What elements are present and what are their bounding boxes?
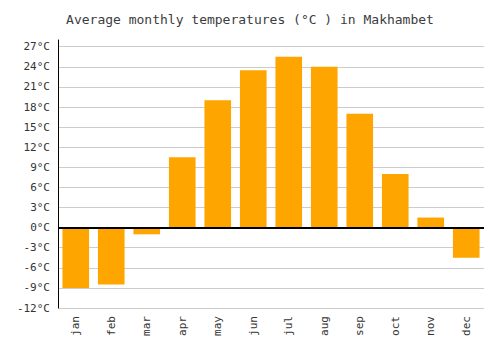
- svg-text:feb: feb: [105, 316, 118, 336]
- svg-text:0°C: 0°C: [30, 221, 50, 234]
- svg-text:dec: dec: [460, 316, 473, 336]
- svg-text:6°C: 6°C: [30, 181, 50, 194]
- svg-text:9°C: 9°C: [30, 161, 50, 174]
- svg-text:jun: jun: [247, 316, 260, 336]
- svg-text:15°C: 15°C: [24, 121, 51, 134]
- svg-text:-3°C: -3°C: [24, 241, 51, 254]
- svg-text:aug: aug: [318, 316, 331, 336]
- svg-text:may: may: [211, 316, 224, 336]
- svg-text:-9°C: -9°C: [24, 281, 51, 294]
- svg-text:oct: oct: [389, 316, 402, 336]
- svg-text:apr: apr: [176, 316, 189, 336]
- svg-text:3°C: 3°C: [30, 201, 50, 214]
- svg-text:21°C: 21°C: [24, 80, 51, 93]
- svg-text:jul: jul: [282, 316, 295, 336]
- svg-text:Average monthly temperatures (: Average monthly temperatures (°C ) in Ma…: [66, 12, 434, 27]
- svg-text:27°C: 27°C: [24, 40, 51, 53]
- svg-text:nov: nov: [424, 316, 437, 336]
- svg-text:sep: sep: [353, 316, 366, 336]
- svg-text:-6°C: -6°C: [24, 261, 51, 274]
- svg-text:12°C: 12°C: [24, 141, 51, 154]
- svg-text:jan: jan: [69, 316, 82, 336]
- svg-text:-12°C: -12°C: [17, 302, 50, 315]
- svg-text:18°C: 18°C: [24, 101, 51, 114]
- svg-text:mar: mar: [140, 316, 153, 336]
- svg-text:24°C: 24°C: [24, 60, 51, 73]
